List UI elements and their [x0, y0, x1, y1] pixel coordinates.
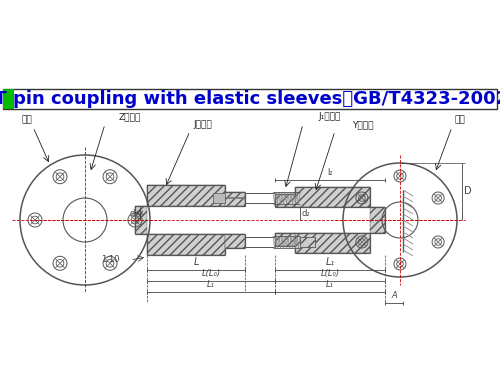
Text: L(L₀): L(L₀): [202, 269, 220, 278]
Text: L₁: L₁: [326, 280, 334, 289]
Text: LT pin coupling with elastic sleeves（GB/T4323-2002）: LT pin coupling with elastic sleeves（GB/…: [0, 90, 500, 108]
Text: L₁: L₁: [207, 280, 215, 289]
Text: L: L: [194, 257, 198, 267]
Bar: [147, 234, 225, 255]
Bar: [295, 187, 370, 207]
Text: Y型轴孔: Y型轴孔: [352, 120, 374, 129]
Text: L(L₀): L(L₀): [320, 269, 340, 278]
Text: J₁型轴孔: J₁型轴孔: [319, 112, 341, 121]
Bar: [275, 233, 295, 246]
Text: d₂: d₂: [301, 209, 310, 218]
Text: D: D: [464, 186, 471, 196]
Bar: [225, 192, 245, 206]
Bar: [225, 234, 245, 248]
Bar: [370, 207, 385, 233]
Bar: [295, 233, 370, 253]
Text: 标志: 标志: [454, 115, 466, 124]
Text: l₂: l₂: [327, 168, 333, 177]
Bar: [300, 237, 315, 247]
Bar: [3, 89, 497, 109]
Text: L₁: L₁: [326, 257, 334, 267]
Text: 标志: 标志: [22, 115, 32, 124]
Bar: [135, 206, 147, 234]
Bar: [213, 193, 225, 203]
Text: J型轴孔: J型轴孔: [194, 120, 212, 129]
Bar: [275, 194, 295, 207]
Bar: [3, 89, 14, 109]
Text: 1:10: 1:10: [101, 255, 119, 264]
Bar: [147, 185, 225, 206]
Text: A: A: [391, 291, 397, 300]
Text: d₁: d₁: [129, 209, 138, 218]
Text: Z型轴孔: Z型轴孔: [119, 112, 141, 121]
